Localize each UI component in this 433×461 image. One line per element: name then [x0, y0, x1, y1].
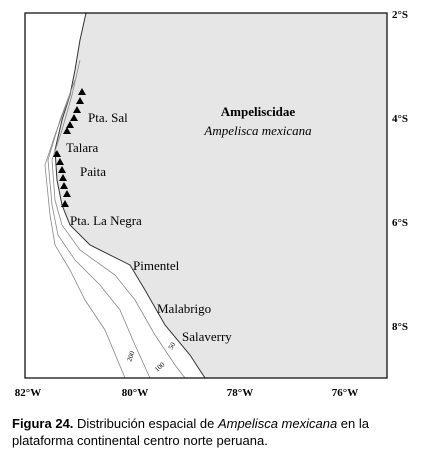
place-label: Pta. La Negra	[70, 213, 142, 228]
caption-text: en la plataforma continental centro nort…	[12, 416, 369, 448]
species-label: Ampelisca mexicana	[203, 123, 312, 138]
contour-100	[47, 79, 151, 379]
lat-ticks: 2°S 4°S 6°S 8°S	[392, 9, 408, 333]
lon-tick-label: 80°W	[122, 387, 148, 399]
caption-text: Distribución espacial de	[73, 416, 218, 431]
place-label: Pta. Sal	[88, 110, 128, 125]
lon-tick-label: 76°W	[332, 387, 358, 399]
station-markers	[53, 88, 86, 207]
lat-tick-label: 4°S	[392, 113, 408, 125]
place-label: Paita	[80, 164, 106, 179]
caption-label: Figura 24.	[12, 416, 74, 431]
place-label: Pimentel	[133, 258, 180, 273]
lat-tick-label: 2°S	[392, 9, 408, 21]
lat-tick-label: 8°S	[392, 321, 408, 333]
contour-label: 200	[125, 350, 136, 363]
sea	[24, 12, 206, 379]
contour-50	[51, 59, 186, 379]
contour-label: 50	[167, 341, 178, 351]
lon-tick-label: 78°W	[227, 387, 253, 399]
place-label: Talara	[66, 140, 99, 155]
caption: Figura 24. Distribución espacial de Ampe…	[12, 415, 422, 449]
caption-species: Ampelisca mexicana	[217, 416, 338, 431]
place-label: Malabrigo	[157, 301, 211, 316]
stations	[53, 88, 86, 207]
contour-200	[44, 94, 126, 379]
family-label: Ampeliscidae	[221, 104, 296, 119]
lon-ticks: 82°W 80°W 78°W 76°W	[15, 387, 358, 399]
place-label: Salaverry	[182, 329, 232, 344]
lon-tick-label: 82°W	[15, 387, 41, 399]
frame	[24, 12, 388, 379]
lat-tick-label: 6°S	[392, 217, 408, 229]
map: Pta. Sal Talara Paita Pta. La Negra Pime…	[15, 9, 408, 399]
